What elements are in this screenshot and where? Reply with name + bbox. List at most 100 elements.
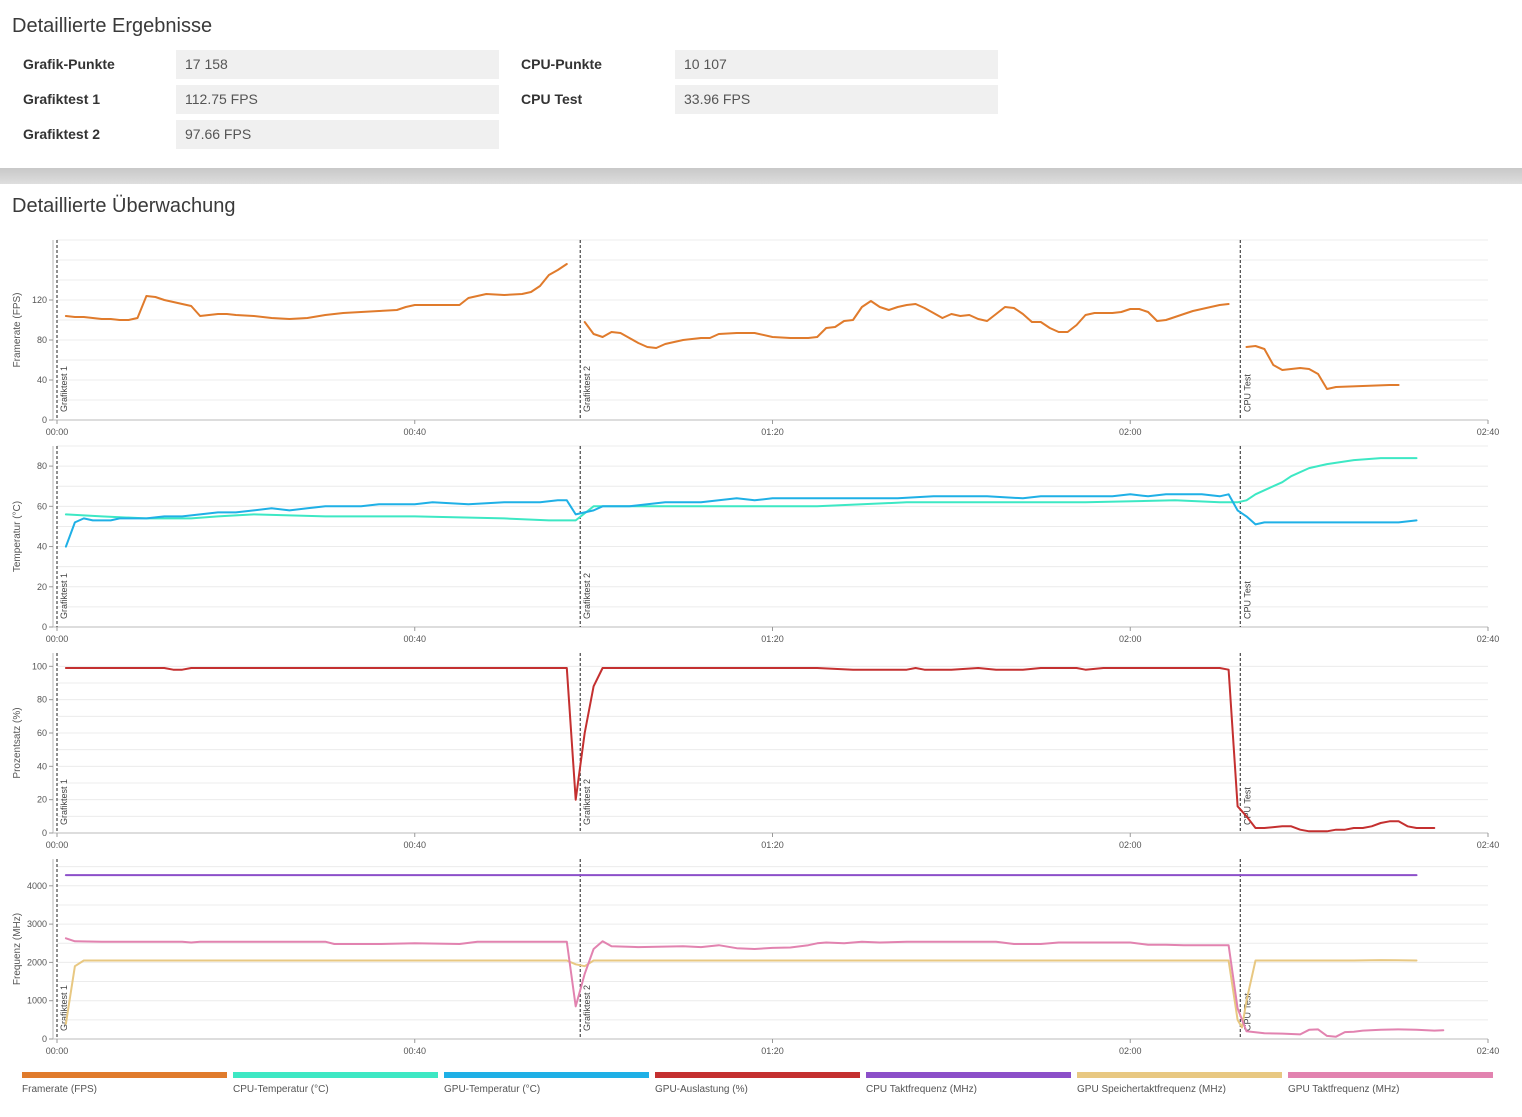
x-tick-label: 01:20	[761, 634, 784, 644]
x-tick-label: 00:00	[46, 840, 69, 850]
x-tick-label: 02:00	[1119, 427, 1142, 437]
series-line-gpu-speichertaktfrequenz-mhz	[64, 959, 1418, 1029]
y-tick-label: 4000	[27, 881, 47, 891]
x-tick-label: 02:00	[1119, 634, 1142, 644]
x-tick-label: 00:00	[46, 634, 69, 644]
y-axis-label: Frequenz (MHz)	[12, 913, 23, 985]
graphics-score-label: Grafik-Punkte	[23, 56, 115, 72]
legend-label: GPU-Auslastung (%)	[655, 1084, 748, 1095]
cpu-score-label: CPU-Punkte	[521, 56, 602, 72]
test-marker-label: CPU Test	[1242, 993, 1252, 1031]
legend-swatch	[1288, 1072, 1493, 1078]
graphics-test2-value: 97.66 FPS	[176, 120, 499, 149]
legend-label: GPU Taktfrequenz (MHz)	[1288, 1084, 1400, 1095]
x-tick-label: 01:20	[761, 1046, 784, 1056]
y-axis-label: Prozentsatz (%)	[12, 707, 23, 778]
y-tick-label: 40	[37, 542, 47, 552]
chart-panel-4: 0 1000 2000 3000 4000 00:00 00:40 01:20 02:00 02:…	[12, 859, 1499, 1056]
y-tick-label: 80	[37, 695, 47, 705]
test-marker-label: CPU Test	[1242, 581, 1252, 619]
y-tick-label: 120	[32, 295, 47, 305]
legend-item-gpu-temperatur-c[interactable]: GPU-Temperatur (°C)	[444, 1072, 649, 1095]
legend-item-gpu-auslastung[interactable]: GPU-Auslastung (%)	[655, 1072, 860, 1095]
y-tick-label: 0	[42, 415, 47, 425]
test-marker-label: Grafiktest 1	[59, 573, 69, 619]
legend-label: GPU-Temperatur (°C)	[444, 1084, 541, 1095]
legend-swatch	[22, 1072, 227, 1078]
legend-item-gpu-speichertaktfrequenz-mhz[interactable]: GPU Speichertaktfrequenz (MHz)	[1077, 1072, 1282, 1095]
x-tick-label: 02:40	[1477, 1046, 1500, 1056]
y-tick-label: 20	[37, 795, 47, 805]
y-tick-label: 80	[37, 335, 47, 345]
test-marker-label: Grafiktest 1	[59, 985, 69, 1031]
x-tick-label: 00:00	[46, 427, 69, 437]
test-marker-label: Grafiktest 1	[59, 366, 69, 412]
series-line-framerate-fps	[583, 300, 1230, 349]
y-tick-label: 0	[42, 622, 47, 632]
y-tick-label: 0	[42, 1034, 47, 1044]
y-tick-label: 0	[42, 828, 47, 838]
y-tick-label: 40	[37, 375, 47, 385]
x-tick-label: 00:40	[403, 1046, 426, 1056]
x-tick-label: 00:40	[403, 427, 426, 437]
x-tick-label: 02:00	[1119, 1046, 1142, 1056]
x-tick-label: 02:00	[1119, 840, 1142, 850]
test-marker-label: Grafiktest 2	[582, 366, 592, 412]
section-divider	[0, 168, 1522, 184]
results-title: Detaillierte Ergebnisse	[12, 15, 213, 37]
series-line-gpu-temperatur-c	[64, 493, 1418, 548]
test-marker-label: CPU Test	[1242, 374, 1252, 412]
y-tick-label: 1000	[27, 996, 47, 1006]
y-tick-label: 60	[37, 728, 47, 738]
series-line-framerate-fps	[1245, 345, 1400, 390]
legend-item-cpu-temperatur-c[interactable]: CPU-Temperatur (°C)	[233, 1072, 438, 1095]
legend-swatch	[444, 1072, 649, 1078]
series-line-gpu-auslastung	[64, 667, 1436, 833]
graphics-test1-label: Grafiktest 1	[23, 91, 101, 107]
chart-panel-2: 0 20 40 60 80 00:00 00:40 01:20 02:00 02:40 Temper…	[12, 445, 1500, 644]
legend-label: Framerate (FPS)	[22, 1084, 98, 1095]
y-tick-label: 80	[37, 461, 47, 471]
x-tick-label: 02:40	[1477, 427, 1500, 437]
y-tick-label: 60	[37, 501, 47, 511]
y-tick-label: 3000	[27, 919, 47, 929]
test-marker-label: CPU Test	[1242, 787, 1252, 825]
x-tick-label: 00:40	[403, 840, 426, 850]
test-marker-label: Grafiktest 2	[582, 985, 592, 1031]
y-axis-label: Temperatur (°C)	[12, 501, 23, 572]
legend-item-framerate-fps[interactable]: Framerate (FPS)	[22, 1072, 227, 1095]
y-axis-label: Framerate (FPS)	[12, 292, 23, 367]
test-marker-label: Grafiktest 2	[582, 573, 592, 619]
cpu-test-value: 33.96 FPS	[675, 85, 998, 114]
monitoring-title: Detaillierte Überwachung	[12, 195, 236, 217]
test-marker-label: Grafiktest 2	[582, 779, 592, 825]
legend-item-cpu-taktfrequenz-mhz[interactable]: CPU Taktfrequenz (MHz)	[866, 1072, 1071, 1095]
y-tick-label: 20	[37, 582, 47, 592]
legend-swatch	[1077, 1072, 1282, 1078]
legend-label: GPU Speichertaktfrequenz (MHz)	[1077, 1084, 1226, 1095]
legend-label: CPU-Temperatur (°C)	[233, 1084, 329, 1095]
legend-swatch	[655, 1072, 860, 1078]
test-marker-label: Grafiktest 1	[59, 779, 69, 825]
graphics-score-value: 17 158	[176, 50, 499, 79]
x-tick-label: 02:40	[1477, 634, 1500, 644]
legend-swatch	[866, 1072, 1071, 1078]
legend-item-gpu-taktfrequenz-mhz[interactable]: GPU Taktfrequenz (MHz)	[1288, 1072, 1493, 1095]
x-tick-label: 01:20	[761, 427, 784, 437]
y-tick-label: 2000	[27, 957, 47, 967]
graphics-test2-label: Grafiktest 2	[23, 126, 101, 142]
graphics-test1-value: 112.75 FPS	[176, 85, 499, 114]
y-tick-label: 100	[32, 661, 47, 671]
cpu-score-value: 10 107	[675, 50, 998, 79]
x-tick-label: 02:40	[1477, 840, 1500, 850]
chart-panel-1: 0 40 80 120 00:00 00:40 01:20 02:00 02:40 Framera…	[12, 239, 1500, 437]
x-tick-label: 01:20	[761, 840, 784, 850]
legend-swatch	[233, 1072, 438, 1078]
x-tick-label: 00:40	[403, 634, 426, 644]
series-line-gpu-taktfrequenz-mhz	[64, 937, 1445, 1038]
series-line-framerate-fps	[64, 263, 568, 321]
cpu-test-label: CPU Test	[521, 91, 583, 107]
chart-panel-3: 0 20 40 60 80 100 00:00 00:40 01:20 02:00 02:40 Pro…	[12, 653, 1499, 850]
x-tick-label: 00:00	[46, 1046, 69, 1056]
